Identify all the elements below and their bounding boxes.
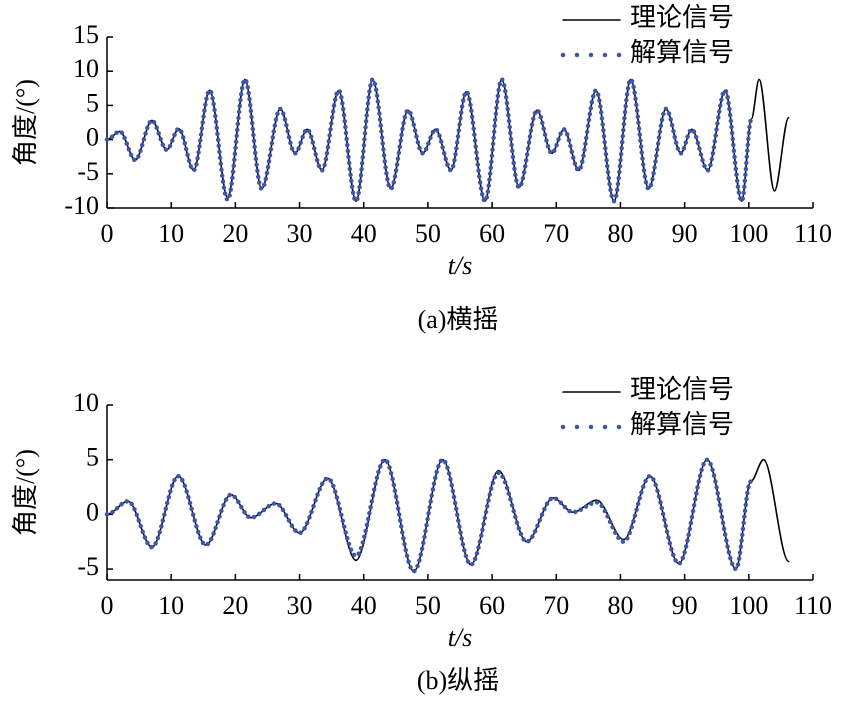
x-tick-label: 50 [415, 219, 441, 248]
x-tick-label: 100 [729, 591, 768, 620]
x-tick-label: 110 [794, 219, 832, 248]
series-line [104, 457, 753, 574]
legend-label: 解算信号 [630, 38, 734, 67]
x-tick-label: 90 [672, 219, 698, 248]
series-line [104, 77, 754, 204]
x-tick-label: 80 [607, 591, 633, 620]
x-tick-label: 10 [158, 219, 184, 248]
x-tick-label: 70 [543, 219, 569, 248]
x-tick-label: 30 [287, 219, 313, 248]
legend-label: 理论信号 [630, 375, 734, 404]
x-tick-label: 30 [287, 591, 313, 620]
x-tick-label: 40 [351, 591, 377, 620]
x-tick-label: 50 [415, 591, 441, 620]
series-line [106, 458, 790, 573]
x-tick-label: 90 [672, 591, 698, 620]
y-tick-label: 10 [73, 54, 99, 83]
x-tick-label: 40 [351, 219, 377, 248]
y-axis-label: 角度/(°) [11, 449, 40, 536]
y-tick-label: 0 [86, 497, 99, 526]
caption: (a)横摇 [418, 305, 499, 334]
legend-label: 解算信号 [630, 410, 734, 439]
y-tick-label: 5 [86, 443, 99, 472]
y-tick-label: -10 [64, 191, 99, 220]
x-tick-label: 70 [543, 591, 569, 620]
y-tick-label: -5 [77, 552, 99, 581]
x-tick-label: 110 [794, 591, 832, 620]
x-tick-label: 60 [479, 591, 505, 620]
x-axis-label: t/s [448, 251, 473, 280]
x-tick-label: 60 [479, 219, 505, 248]
y-tick-label: 0 [86, 123, 99, 152]
x-tick-label: 10 [158, 591, 184, 620]
x-tick-label: 0 [101, 591, 114, 620]
legend-label: 理论信号 [630, 3, 734, 32]
y-axis-label: 角度/(°) [11, 79, 40, 166]
y-tick-label: 10 [73, 388, 99, 417]
x-tick-label: 20 [222, 591, 248, 620]
x-tick-label: 80 [607, 219, 633, 248]
y-tick-label: -5 [77, 157, 99, 186]
caption: (b)纵摇 [417, 666, 499, 695]
x-tick-label: 20 [222, 219, 248, 248]
x-tick-label: 100 [729, 219, 768, 248]
x-tick-label: 0 [101, 219, 114, 248]
y-tick-label: 15 [73, 20, 99, 49]
y-tick-label: 5 [86, 88, 99, 117]
x-axis-label: t/s [448, 623, 473, 652]
